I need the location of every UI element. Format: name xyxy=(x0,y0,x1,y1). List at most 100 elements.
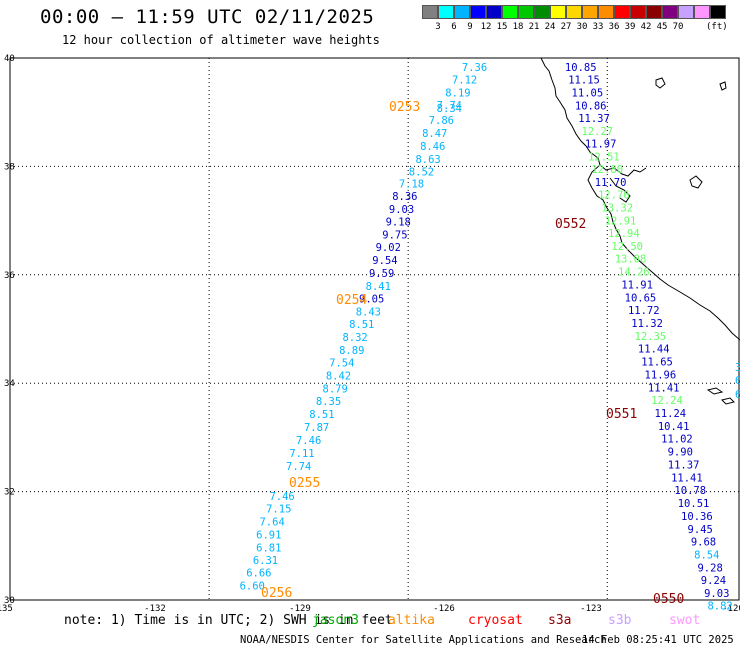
x-tick-label: -120 xyxy=(722,604,740,614)
wave-height-point: 10.51 xyxy=(678,498,710,510)
wave-height-point: 11.91 xyxy=(621,280,653,292)
wave-height-point: 9.05 xyxy=(359,294,384,306)
scale-swatch xyxy=(646,5,662,19)
scale-tick-label: 36 xyxy=(608,22,620,32)
monterey-bay xyxy=(609,177,631,203)
scale-swatch xyxy=(630,5,646,19)
channel-island xyxy=(721,397,735,405)
y-tick-label: 32 xyxy=(4,488,15,498)
wave-height-point: 7.15 xyxy=(266,503,291,515)
credit-line: NOAA/NESDIS Center for Satellite Applica… xyxy=(240,634,607,646)
wave-height-point: 10.65 xyxy=(625,293,657,305)
wave-height-point: 8.34 xyxy=(437,103,462,115)
scale-swatch xyxy=(694,5,710,19)
wave-height-point: 7.36 xyxy=(462,62,487,74)
wave-height-point: 8.82 xyxy=(707,600,732,612)
wave-height-point: 11.37 xyxy=(668,460,700,472)
wave-height-point: 11.32 xyxy=(631,318,663,330)
map-title: 00:00 – 11:59 UTC 02/11/2025 xyxy=(40,6,375,28)
wave-height-point: 6.81 xyxy=(256,542,281,554)
pass-time-label: 0552 xyxy=(555,217,586,232)
wave-height-point: 13.32 xyxy=(601,203,633,215)
wave-height-point: 7.11 xyxy=(289,448,314,460)
y-tick-label: 36 xyxy=(4,271,15,281)
scale-tick-label: 27 xyxy=(560,22,572,32)
wave-height-point: 8.54 xyxy=(694,549,719,561)
wave-height-point: 7.46 xyxy=(269,491,294,503)
pass-time-label: 0253 xyxy=(389,100,420,115)
scale-tick-label: 3 xyxy=(435,22,441,32)
scale-swatch xyxy=(470,5,486,19)
wave-height-point: 10.41 xyxy=(658,421,690,433)
wave-height-point: 8.19 xyxy=(445,88,470,100)
scale-tick-label: 39 xyxy=(624,22,636,32)
x-tick-label: -126 xyxy=(433,604,455,614)
scale-tick-label: 24 xyxy=(544,22,556,32)
scale-tick-label: 6 xyxy=(451,22,457,32)
scale-swatch xyxy=(598,5,614,19)
wave-height-point: 9.28 xyxy=(697,562,722,574)
wave-height-point: 11.05 xyxy=(572,88,604,100)
legend-item-altika: altika xyxy=(388,613,435,628)
wave-height-point: 11.15 xyxy=(568,75,600,87)
wave-height-point: 11.97 xyxy=(585,139,617,151)
legend-item-jason3: jason3 xyxy=(312,613,359,628)
wave-height-point: 9.03 xyxy=(389,204,414,216)
scale-swatch xyxy=(518,5,534,19)
legend-item-swot: swot xyxy=(669,613,701,628)
wave-height-point: 7.12 xyxy=(452,75,477,87)
wave-height-point: 11.65 xyxy=(641,357,673,369)
wave-height-point: 8.79 xyxy=(323,384,348,396)
wave-height-point: 8.43 xyxy=(356,307,381,319)
scale-swatch xyxy=(454,5,470,19)
scale-swatch xyxy=(486,5,502,19)
wave-height-point: 7.18 xyxy=(399,179,424,191)
wave-height-point: 12.76 xyxy=(598,190,630,202)
wave-height-point: 7.74 xyxy=(286,461,311,473)
wave-height-point: 7.46 xyxy=(296,435,321,447)
wave-height-point: 12.27 xyxy=(582,126,614,138)
wave-height-point: 14.26 xyxy=(618,267,650,279)
pass-time-label: 0256 xyxy=(261,586,292,601)
wave-height-point: 8.46 xyxy=(420,141,445,153)
wave-height-point: 11.37 xyxy=(578,113,610,125)
wave-height-point: 12.35 xyxy=(635,331,667,343)
wave-height-point: 8.52 xyxy=(409,166,434,178)
scale-swatch xyxy=(662,5,678,19)
wave-height-point: 9.59 xyxy=(369,268,394,280)
y-tick-label: 30 xyxy=(4,596,15,606)
wave-height-point: 12.50 xyxy=(611,241,643,253)
wave-height-point: 7.86 xyxy=(429,115,454,127)
wave-height-point: 6.31 xyxy=(253,555,278,567)
wave-height-point: 12.94 xyxy=(608,228,640,240)
wave-height-point: 8.32 xyxy=(342,332,367,344)
scale-swatch xyxy=(534,5,550,19)
wave-height-point: 8.47 xyxy=(422,128,447,140)
wave-height-point: 6.91 xyxy=(256,529,281,541)
wave-height-point: 8.89 xyxy=(339,345,364,357)
wave-height-point: 7.87 xyxy=(304,422,329,434)
wave-height-point: 12.51 xyxy=(588,152,620,164)
scale-tick-label: 18 xyxy=(512,22,524,32)
wave-height-point: 11.41 xyxy=(648,383,680,395)
wave-height-point: 11.44 xyxy=(638,344,670,356)
wave-height-point: 8.36 xyxy=(392,191,417,203)
wave-height-point: 11.24 xyxy=(655,408,687,420)
wave-height-point: 8.51 xyxy=(349,319,374,331)
wave-height-point: 11.41 xyxy=(671,473,703,485)
wave-height-point: 3 xyxy=(735,362,740,374)
pass-time-label: 0551 xyxy=(606,407,637,422)
scale-swatch xyxy=(550,5,566,19)
wave-height-point: 11.70 xyxy=(595,177,627,189)
wave-height-point: 8.35 xyxy=(316,396,341,408)
x-tick-label: -123 xyxy=(580,604,602,614)
color-scale-bar xyxy=(422,5,726,20)
wave-height-point: 10.85 xyxy=(565,62,597,74)
scale-swatch xyxy=(710,5,726,19)
wave-height-point: 12.24 xyxy=(651,395,683,407)
y-tick-label: 40 xyxy=(4,54,15,64)
wave-height-point: 10.78 xyxy=(674,485,706,497)
wave-height-point: 11.96 xyxy=(645,370,677,382)
lake-outline xyxy=(689,175,703,189)
